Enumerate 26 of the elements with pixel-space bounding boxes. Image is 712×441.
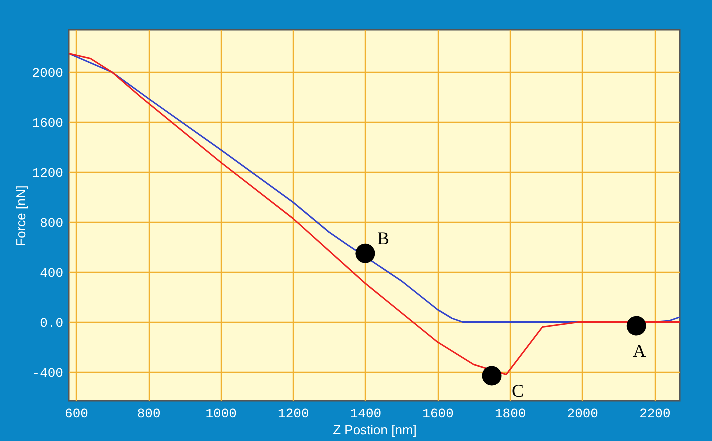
x-tick-label: 1400 [350, 406, 382, 422]
annotation: A [633, 341, 646, 362]
point [482, 366, 502, 386]
annotation: C [512, 381, 524, 402]
x-axis-title: Z Postion [nm] [333, 422, 417, 438]
line-series [69, 52, 680, 376]
x-tick-label: 1800 [494, 406, 526, 422]
annotation: B [377, 228, 390, 249]
x-tick-label: 1000 [206, 406, 237, 422]
x-tick-label: 1200 [278, 406, 310, 422]
y-tick-label: 1600 [32, 116, 64, 131]
y-tick-label: 400 [40, 266, 64, 281]
point [626, 316, 646, 336]
x-tick-label: 2200 [640, 406, 671, 422]
y-tick-label: 0.0 [40, 316, 64, 331]
x-tick-label: 2000 [567, 406, 598, 422]
y-tick-label: 2000 [32, 66, 64, 81]
line-series [69, 52, 680, 324]
y-tick-label: -400 [32, 366, 64, 381]
x-tick-label: 1600 [422, 406, 454, 422]
y-tick-label: 1200 [32, 166, 64, 181]
y-tick-label: 800 [40, 216, 64, 231]
y-axis-title: Force [nN] [13, 186, 28, 246]
x-tick-label: 800 [137, 406, 161, 422]
point [356, 244, 376, 264]
x-tick-label: 600 [65, 406, 88, 422]
